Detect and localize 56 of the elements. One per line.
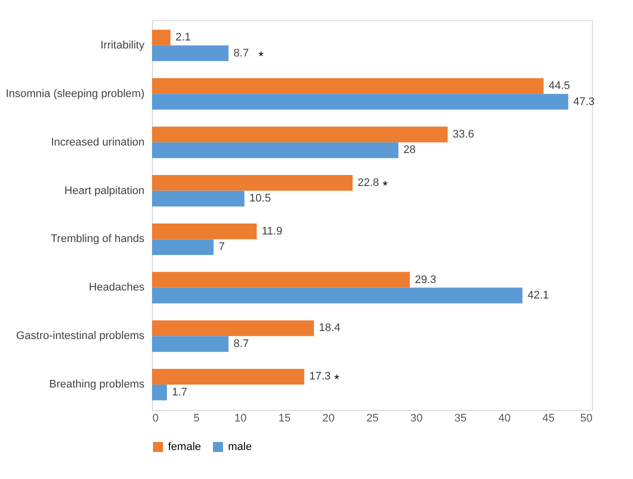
legend-label: female <box>168 441 202 453</box>
bar <box>152 223 257 240</box>
x-tick-label: 25 <box>366 412 379 424</box>
bar <box>152 336 229 352</box>
y-tick-label: Insomnia (sleeping problem) <box>6 88 144 100</box>
bar <box>152 175 353 191</box>
x-tick-label: 0 <box>152 412 159 424</box>
x-tick-label: 35 <box>454 412 467 424</box>
data-label: 17.3 <box>309 370 331 383</box>
data-label: 8.7 <box>234 47 249 60</box>
bar <box>152 190 244 207</box>
data-label: 29.3 <box>414 274 436 286</box>
x-tick-label: 30 <box>410 412 423 424</box>
y-tick-label: Breathing problems <box>49 378 145 391</box>
x-tick-label: 45 <box>542 412 555 424</box>
bar <box>152 142 398 158</box>
bar <box>152 30 170 46</box>
data-label: 8.7 <box>234 338 249 350</box>
bar <box>152 288 522 304</box>
legend-label: male <box>228 441 252 453</box>
bar <box>152 126 448 142</box>
annotation: * <box>258 48 264 64</box>
y-tick-label: Irritability <box>100 39 145 52</box>
y-tick-label: Increased urination <box>50 136 144 148</box>
x-tick-label: 20 <box>322 412 335 424</box>
data-label: 22.8 <box>358 176 380 189</box>
y-tick-label: Headaches <box>88 282 145 294</box>
annotation: * <box>382 178 388 193</box>
bar <box>152 384 167 400</box>
x-tick-label: 10 <box>234 412 247 424</box>
y-tick-label: Heart palpitation <box>64 184 144 197</box>
bar <box>152 45 229 62</box>
y-tick-label: Gastro-intestinal problems <box>16 330 145 342</box>
bar <box>152 272 410 288</box>
bar <box>152 94 568 110</box>
data-label: 42.1 <box>527 290 549 302</box>
x-tick-label: 15 <box>278 412 291 424</box>
data-label: 2.1 <box>175 32 191 44</box>
annotation: * <box>334 372 340 387</box>
data-label: 7 <box>218 241 225 254</box>
x-tick-label: 50 <box>580 412 592 424</box>
x-tick-label: 40 <box>498 412 511 424</box>
x-tick-label: 5 <box>193 412 200 424</box>
data-label: 10.5 <box>249 192 271 205</box>
bar <box>152 320 314 336</box>
data-label: 28 <box>403 144 416 156</box>
data-label: 33.6 <box>452 128 474 140</box>
data-label: 44.5 <box>548 80 570 92</box>
bar <box>152 239 214 255</box>
data-label: 47.3 <box>573 96 595 108</box>
bar <box>152 78 544 94</box>
data-label: 18.4 <box>318 322 340 334</box>
bar <box>152 368 304 385</box>
data-label: 11.9 <box>262 225 282 238</box>
y-tick-label: Trembling of hands <box>50 233 145 246</box>
data-label: 1.7 <box>172 386 188 398</box>
